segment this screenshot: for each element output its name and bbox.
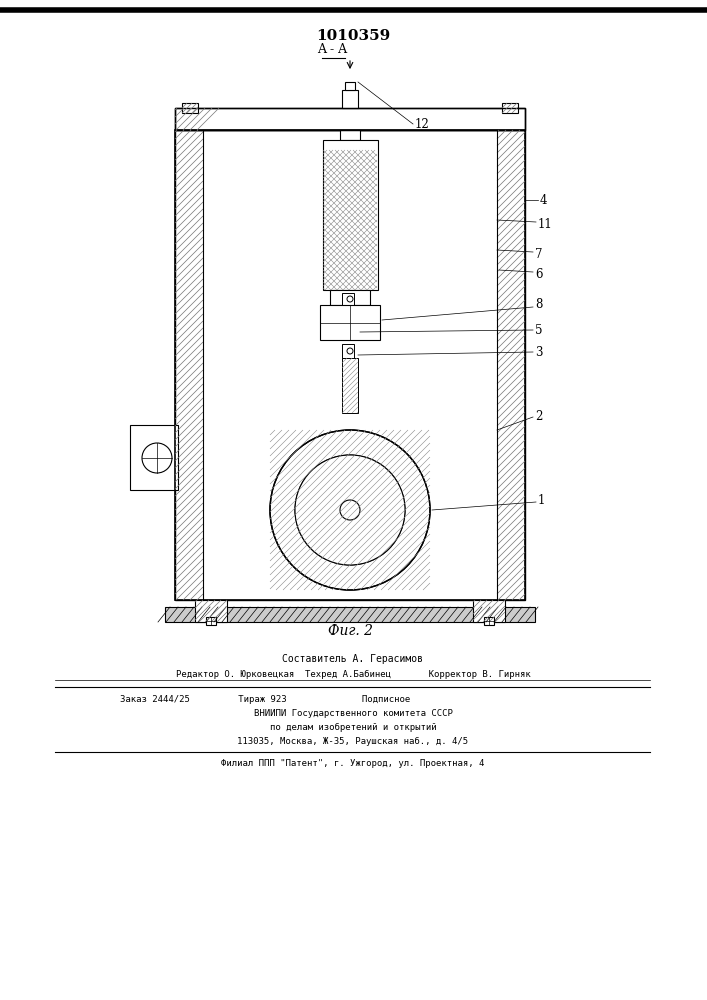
Polygon shape xyxy=(165,607,535,622)
Bar xyxy=(342,344,354,358)
Circle shape xyxy=(347,348,353,354)
Polygon shape xyxy=(195,600,227,622)
Circle shape xyxy=(347,296,353,302)
Text: 3: 3 xyxy=(535,346,542,359)
Bar xyxy=(502,103,518,113)
Bar xyxy=(342,90,358,108)
Text: 11: 11 xyxy=(538,219,553,232)
Bar xyxy=(323,140,378,290)
Text: Фиг. 2: Фиг. 2 xyxy=(327,624,373,638)
Circle shape xyxy=(340,500,360,520)
Text: 6: 6 xyxy=(535,268,542,282)
Text: 113035, Москва, Ж-35, Раушская наб., д. 4/5: 113035, Москва, Ж-35, Раушская наб., д. … xyxy=(238,737,469,746)
Text: 2: 2 xyxy=(535,410,542,424)
Bar xyxy=(206,617,216,625)
Bar xyxy=(342,293,354,305)
Circle shape xyxy=(340,500,360,520)
Text: 1: 1 xyxy=(538,493,545,506)
Circle shape xyxy=(295,455,405,565)
Text: Составитель А. Герасимов: Составитель А. Герасимов xyxy=(283,654,423,664)
Text: Редактор О. Юрковецкая  Техред А.Бабинец       Корректор В. Гирняк: Редактор О. Юрковецкая Техред А.Бабинец … xyxy=(175,670,530,679)
Text: Филиал ППП "Патент", г. Ужгород, ул. Проектная, 4: Филиал ППП "Патент", г. Ужгород, ул. Про… xyxy=(221,759,485,768)
Bar xyxy=(320,305,380,340)
Text: Заказ 2444/25         Тираж 923              Подписное: Заказ 2444/25 Тираж 923 Подписное xyxy=(120,695,410,704)
Text: 7: 7 xyxy=(535,248,542,261)
Text: 12: 12 xyxy=(415,118,430,131)
Circle shape xyxy=(295,455,405,565)
Bar xyxy=(130,425,178,490)
Text: ВНИИПИ Государственного комитета СССР: ВНИИПИ Государственного комитета СССР xyxy=(254,709,452,718)
Text: 4: 4 xyxy=(540,194,547,207)
Bar xyxy=(182,103,198,113)
Bar xyxy=(345,82,355,90)
Text: по делам изобретений и открытий: по делам изобретений и открытий xyxy=(269,723,436,732)
Bar xyxy=(340,130,360,140)
Bar xyxy=(484,617,494,625)
Text: A - A: A - A xyxy=(317,43,347,56)
Polygon shape xyxy=(175,130,525,600)
Polygon shape xyxy=(473,600,505,622)
Polygon shape xyxy=(175,108,525,130)
Circle shape xyxy=(142,443,172,473)
Circle shape xyxy=(270,430,430,590)
Text: 5: 5 xyxy=(535,324,542,336)
Bar xyxy=(342,358,358,413)
Text: 8: 8 xyxy=(535,298,542,312)
Bar xyxy=(330,290,370,305)
Text: 1010359: 1010359 xyxy=(316,29,390,43)
